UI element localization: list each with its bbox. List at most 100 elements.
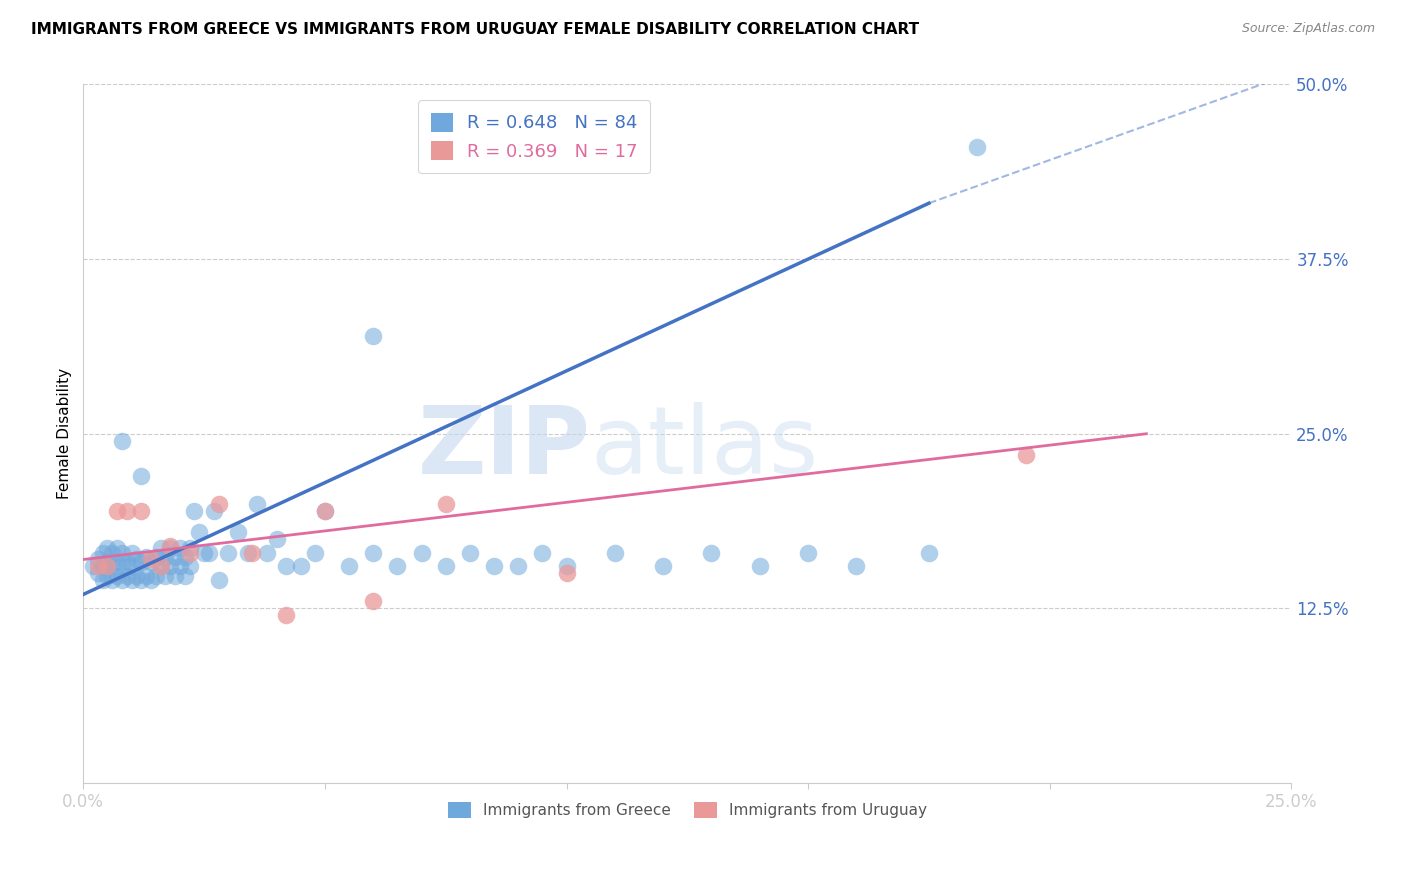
Point (87, 559, 110, 574)
Point (207, 574, 229, 588)
Point (111, 559, 134, 574)
Point (652, 559, 675, 574)
Point (101, 545, 124, 559)
Point (139, 552, 162, 566)
Point (217, 545, 239, 559)
Point (183, 503, 205, 517)
Point (337, 559, 360, 574)
Point (115, 569, 138, 583)
Point (966, 140, 988, 154)
Point (159, 559, 181, 574)
Point (121, 574, 143, 588)
Point (91, 545, 114, 559)
Point (179, 545, 201, 559)
Point (207, 497, 229, 511)
Point (115, 503, 138, 517)
Point (482, 559, 505, 574)
Point (387, 559, 409, 574)
Point (159, 539, 181, 553)
Y-axis label: Female Disability: Female Disability (58, 368, 72, 500)
Point (508, 559, 530, 574)
Point (226, 524, 249, 539)
Point (96, 555, 118, 569)
Point (173, 549, 195, 564)
Text: atlas: atlas (591, 401, 818, 493)
Point (700, 545, 723, 559)
Point (411, 545, 433, 559)
Point (149, 541, 172, 556)
Point (290, 559, 312, 574)
Point (797, 545, 820, 559)
Text: Source: ZipAtlas.com: Source: ZipAtlas.com (1241, 22, 1375, 36)
Point (314, 503, 336, 517)
Point (121, 559, 143, 574)
Point (149, 559, 172, 574)
Point (165, 549, 187, 564)
Point (155, 569, 177, 583)
Point (236, 545, 259, 559)
Point (193, 545, 215, 559)
Point (115, 555, 138, 569)
Point (87, 566, 110, 581)
Point (129, 555, 152, 569)
Point (91, 574, 114, 588)
Point (918, 545, 941, 559)
Point (555, 559, 578, 574)
Point (165, 569, 187, 583)
Point (96, 541, 118, 556)
Point (304, 545, 326, 559)
Point (266, 532, 288, 546)
Point (105, 569, 128, 583)
Point (434, 497, 457, 511)
Point (169, 541, 191, 556)
Point (603, 545, 626, 559)
Point (276, 608, 298, 623)
Point (179, 559, 201, 574)
Point (748, 559, 770, 574)
Point (135, 569, 157, 583)
Point (555, 566, 578, 581)
Point (361, 594, 384, 608)
Point (169, 559, 191, 574)
Point (155, 549, 177, 564)
Point (91, 559, 114, 574)
Text: ZIP: ZIP (418, 401, 591, 493)
Legend: Immigrants from Greece, Immigrants from Uruguay: Immigrants from Greece, Immigrants from … (441, 796, 934, 824)
Point (276, 559, 298, 574)
Point (125, 552, 148, 566)
Point (139, 555, 162, 569)
Point (129, 574, 152, 588)
Point (1014, 448, 1036, 462)
Point (105, 541, 128, 556)
Point (101, 574, 124, 588)
Point (179, 541, 201, 556)
Point (129, 503, 152, 517)
Point (198, 545, 221, 559)
Point (96, 559, 118, 574)
Point (531, 545, 554, 559)
Point (242, 545, 264, 559)
Point (121, 545, 143, 559)
Point (458, 545, 481, 559)
Point (202, 503, 225, 517)
Point (129, 468, 152, 483)
Point (135, 549, 157, 564)
Point (145, 569, 167, 583)
Point (361, 545, 384, 559)
Point (361, 329, 384, 343)
Point (139, 574, 162, 588)
Point (87, 552, 110, 566)
Point (188, 524, 211, 539)
Point (173, 569, 195, 583)
Point (82, 559, 104, 574)
Point (111, 574, 134, 588)
Point (314, 503, 336, 517)
Point (111, 434, 134, 448)
Point (149, 559, 172, 574)
Point (125, 569, 148, 583)
Point (105, 503, 128, 517)
Point (159, 541, 181, 556)
Point (101, 559, 124, 574)
Point (145, 549, 167, 564)
Text: IMMIGRANTS FROM GREECE VS IMMIGRANTS FROM URUGUAY FEMALE DISABILITY CORRELATION : IMMIGRANTS FROM GREECE VS IMMIGRANTS FRO… (31, 22, 920, 37)
